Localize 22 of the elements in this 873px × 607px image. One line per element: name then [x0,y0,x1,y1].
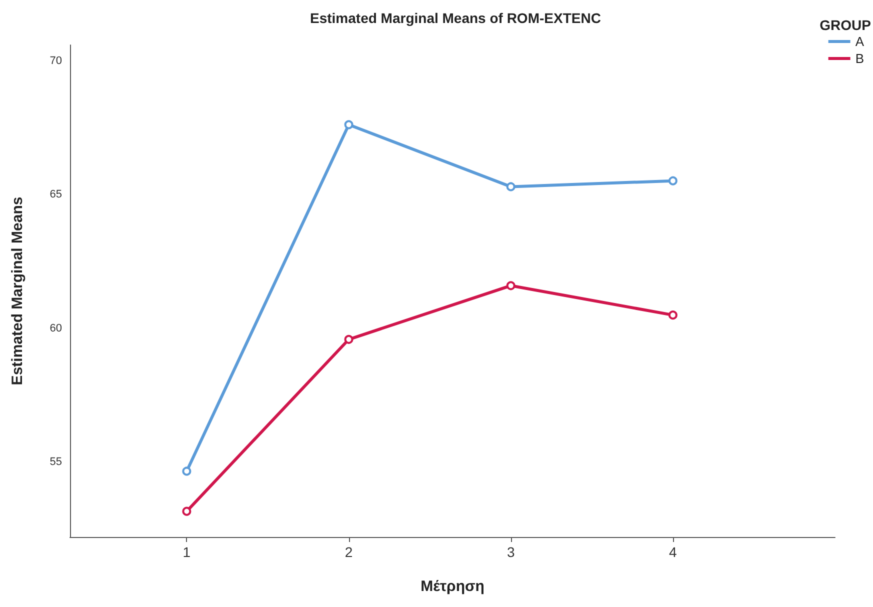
x-tick-label: 3 [506,544,515,560]
x-tick-label: 2 [344,544,353,560]
y-tick-label: 70 [50,55,62,68]
legend-label: B [855,51,864,66]
point [344,334,354,344]
y-axis-title: Estimated Marginal Means [9,196,26,386]
point [182,466,192,476]
y-tick-label: 60 [50,322,62,334]
point [506,182,516,192]
point [668,310,678,320]
point [668,176,678,186]
chart-title: Estimated Marginal Means of ROM-EXTENC [310,10,601,26]
point [182,506,192,516]
x-axis-title: Μέτρηση [420,578,484,595]
legend-label: A [855,34,864,49]
x-tick-label: 1 [182,544,191,560]
x-tick-label: 4 [669,544,678,560]
point [344,120,354,130]
legend-title: GROUP [820,17,872,33]
y-tick-label: 55 [50,456,62,468]
point [506,281,516,290]
y-tick-label: 65 [50,188,62,201]
